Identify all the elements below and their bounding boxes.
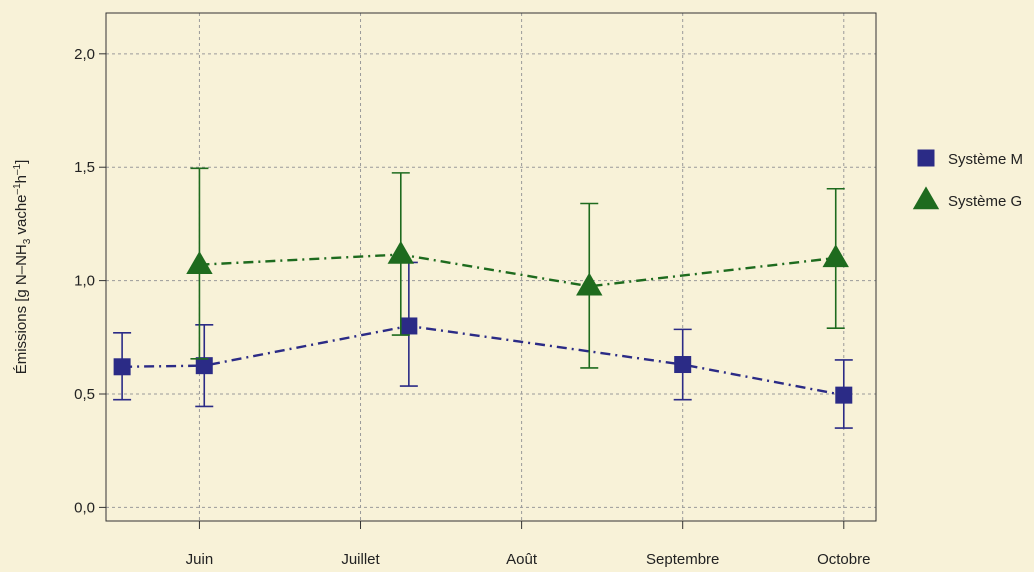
legend-item: Système G [912, 186, 1022, 210]
series-systeme-g [186, 167, 849, 369]
y-axis-title: Émissions [g N–NH3 vache–1h–1] [12, 160, 33, 375]
y-axis-title-part: –1 [12, 163, 23, 175]
legend-label: Système M [948, 151, 1023, 168]
point-marker-triangle [912, 186, 940, 210]
y-tick-label: 2,0 [74, 46, 95, 63]
y-axis-title-part: –1 [12, 183, 23, 195]
y-tick-label: 0,5 [74, 386, 95, 403]
series-line [199, 253, 836, 288]
point-marker-triangle [576, 272, 603, 296]
x-tick-label: Juillet [341, 551, 380, 568]
legend-item: Système M [917, 149, 1023, 168]
series-line [122, 324, 845, 397]
x-tick-label: Octobre [817, 551, 870, 568]
y-axis-title-part: ] [13, 160, 30, 164]
point-marker-square [674, 356, 692, 374]
legend: Système M Système G [912, 149, 1023, 210]
point-marker-square [113, 358, 131, 376]
y-tick-label: 0,0 [74, 499, 95, 516]
x-tick-label: Juin [186, 551, 214, 568]
y-axis-title-part: h [13, 175, 30, 183]
point-marker-triangle [387, 240, 414, 264]
legend-label: Système G [948, 193, 1022, 210]
point-marker-triangle [186, 251, 213, 274]
y-tick-label: 1,5 [74, 159, 95, 176]
plot-frame [105, 12, 877, 522]
point-marker-triangle [822, 244, 849, 268]
y-axis-title-part: vache [13, 194, 30, 238]
y-axis-title-part: Émissions [g N–NH [13, 244, 30, 374]
point-marker-square [195, 357, 213, 375]
grid [106, 13, 876, 521]
series-systeme-m [113, 261, 853, 429]
series-layer [113, 167, 853, 429]
axes: 0,0 0,5 1,0 1,5 2,0 Juin Juillet Août Septembre O… [74, 46, 870, 568]
x-tick-label: Août [506, 551, 538, 568]
x-tick-label: Septembre [646, 551, 719, 568]
y-axis-title-part: 3 [22, 238, 33, 244]
point-marker-square [835, 386, 853, 404]
y-tick-label: 1,0 [74, 273, 95, 290]
point-marker-square [917, 149, 935, 167]
point-marker-square [400, 317, 418, 335]
